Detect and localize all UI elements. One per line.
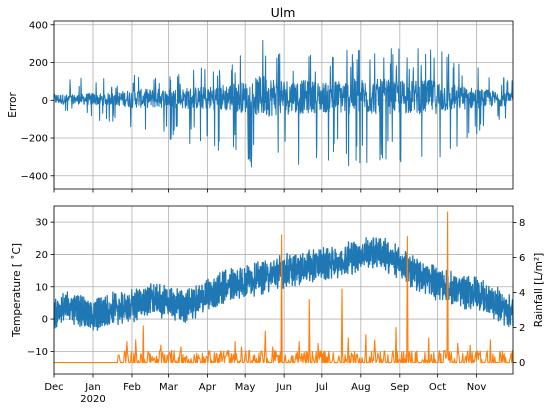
month-x-tick-label: Aug — [351, 382, 371, 393]
rainfall-y-tick-label: 0 — [519, 358, 525, 369]
month-x-tick-label: Jan — [84, 382, 100, 393]
temperature-series-line — [53, 237, 514, 331]
chart-title: Ulm — [271, 5, 296, 20]
error-series-line — [53, 39, 514, 168]
month-x-tick-label: Jun — [275, 382, 292, 393]
error-y-tick-label: 200 — [29, 58, 48, 69]
month-x-tick-label: 2020 — [80, 394, 105, 405]
temperature-y-tick-label: 0 — [42, 315, 48, 326]
rainfall-y-axis-label: Rainfall [L/m²] — [533, 253, 545, 327]
temperature-y-tick-label: −10 — [27, 347, 48, 358]
month-x-tick-label: Feb — [123, 382, 141, 393]
month-x-tick-label: May — [235, 382, 256, 393]
weather-series — [53, 211, 514, 364]
rainfall-y-tick-label: 2 — [519, 323, 525, 334]
temperature-y-ticks: −10 0 10 20 30 — [27, 218, 54, 358]
temperature-y-tick-label: 20 — [35, 250, 48, 261]
month-x-tick-label: Dec — [44, 382, 63, 393]
rainfall-y-tick-label: 6 — [519, 253, 525, 264]
error-y-tick-label: −200 — [21, 134, 48, 145]
error-y-tick-label: 0 — [42, 96, 48, 107]
error-y-axis-label: Error — [7, 92, 19, 118]
temperature-y-tick-label: 10 — [35, 282, 48, 293]
temperature-y-tick-label: 30 — [35, 218, 48, 229]
error-series — [53, 39, 514, 168]
month-x-tick-label: Mar — [159, 382, 179, 393]
error-y-tick-label: 400 — [29, 20, 48, 31]
month-x-tick-label: Jul — [315, 382, 328, 393]
month-x-tick-label: Sep — [390, 382, 409, 393]
rainfall-y-tick-label: 8 — [519, 218, 525, 229]
error-x-ticks — [53, 189, 477, 193]
rainfall-y-tick-label: 4 — [519, 288, 525, 299]
month-x-tick-label: Nov — [467, 382, 487, 393]
month-x-tick-label: Oct — [429, 382, 446, 393]
weather-axes-frame — [53, 205, 514, 375]
error-y-ticks: −400 −200 0 200 400 — [21, 20, 54, 182]
error-axes-frame — [53, 20, 514, 190]
temperature-y-axis-label: Temperature [ ˚C] — [11, 243, 23, 338]
month-x-tick-label: Apr — [199, 382, 217, 393]
rainfall-series-line — [54, 211, 514, 364]
error-y-tick-label: −400 — [21, 171, 48, 182]
error-subplot: Ulm −400 −200 0 200 400 Error — [7, 5, 514, 193]
rainfall-y-ticks: 0 2 4 6 8 — [513, 218, 525, 369]
